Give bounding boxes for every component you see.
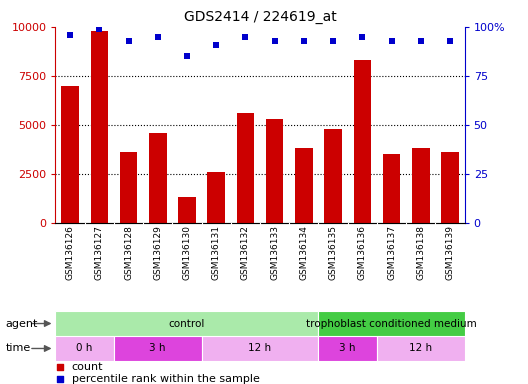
Text: GSM136130: GSM136130	[183, 225, 192, 280]
Point	[154, 34, 162, 40]
Point	[270, 38, 279, 44]
Point	[183, 53, 191, 59]
Bar	[61, 86, 79, 223]
Text: GSM136127: GSM136127	[95, 225, 104, 280]
Bar	[412, 148, 430, 223]
Bar	[377, 336, 465, 361]
Point	[329, 38, 337, 44]
Point	[293, 328, 301, 334]
Point	[388, 38, 396, 44]
Text: GSM136138: GSM136138	[416, 225, 425, 280]
Text: 12 h: 12 h	[409, 343, 432, 354]
Point	[358, 34, 366, 40]
Title: GDS2414 / 224619_at: GDS2414 / 224619_at	[184, 10, 336, 25]
Point	[293, 212, 301, 218]
Text: GSM136131: GSM136131	[212, 225, 221, 280]
Point	[241, 34, 250, 40]
Text: GSM136139: GSM136139	[446, 225, 455, 280]
Bar	[202, 336, 318, 361]
Text: GSM136137: GSM136137	[387, 225, 396, 280]
Point	[300, 38, 308, 44]
Point	[124, 38, 133, 44]
Text: percentile rank within the sample: percentile rank within the sample	[72, 374, 260, 384]
Point	[417, 38, 425, 44]
Point	[66, 31, 74, 38]
Text: count: count	[72, 362, 103, 372]
Text: 3 h: 3 h	[340, 343, 356, 354]
Text: 3 h: 3 h	[149, 343, 166, 354]
Text: GSM136136: GSM136136	[358, 225, 367, 280]
Bar	[149, 132, 166, 223]
Bar	[324, 129, 342, 223]
Bar	[114, 336, 202, 361]
Text: time: time	[5, 343, 31, 354]
Bar	[318, 311, 465, 336]
Text: 12 h: 12 h	[249, 343, 271, 354]
Text: GSM136133: GSM136133	[270, 225, 279, 280]
Text: GSM136135: GSM136135	[328, 225, 337, 280]
Point	[95, 26, 103, 32]
Text: control: control	[169, 318, 205, 329]
Point	[212, 41, 220, 48]
Bar	[120, 152, 137, 223]
Text: trophoblast conditioned medium: trophoblast conditioned medium	[306, 318, 477, 329]
Bar	[354, 60, 371, 223]
Bar	[237, 113, 254, 223]
Bar	[383, 154, 400, 223]
Bar	[208, 172, 225, 223]
Text: GSM136129: GSM136129	[153, 225, 162, 280]
Bar	[55, 311, 318, 336]
Text: GSM136126: GSM136126	[65, 225, 74, 280]
Point	[446, 38, 454, 44]
Bar	[266, 119, 284, 223]
Bar	[441, 152, 459, 223]
Bar	[90, 31, 108, 223]
Bar	[55, 336, 114, 361]
Text: agent: agent	[5, 318, 37, 329]
Bar	[318, 336, 377, 361]
Bar	[295, 148, 313, 223]
Text: GSM136128: GSM136128	[124, 225, 133, 280]
Text: GSM136134: GSM136134	[299, 225, 308, 280]
Text: GSM136132: GSM136132	[241, 225, 250, 280]
Bar	[178, 197, 196, 223]
Text: 0 h: 0 h	[77, 343, 93, 354]
